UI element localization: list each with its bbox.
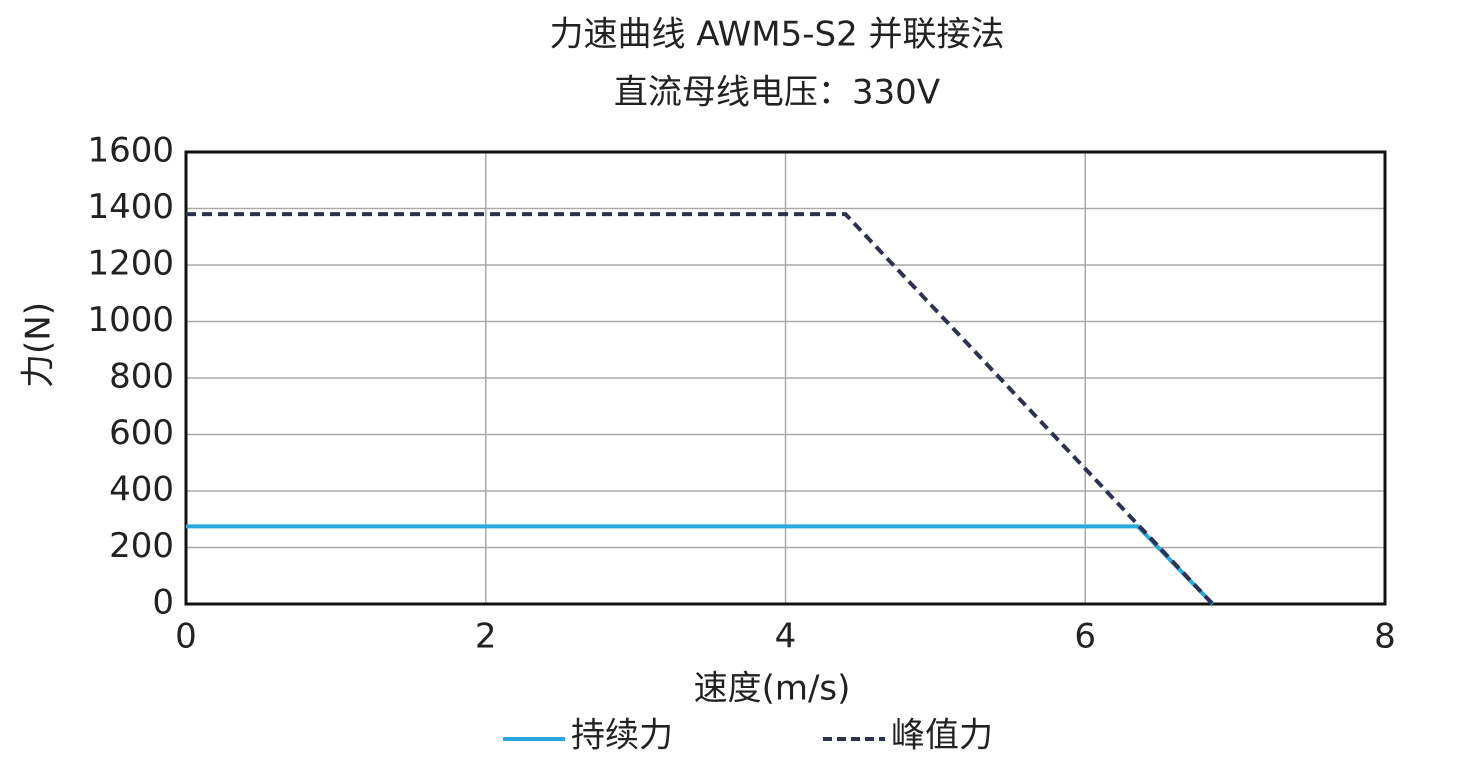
y-tick-label: 1000 [87, 300, 174, 340]
y-tick-label: 200 [109, 526, 174, 566]
series-line [186, 524, 1215, 606]
x-tick-label: 2 [475, 617, 497, 657]
chart-subtitle: 直流母线电压：330V [614, 73, 940, 113]
x-tick-label: 4 [775, 617, 797, 657]
x-tick-label: 8 [1374, 617, 1396, 657]
y-tick-label: 1600 [87, 131, 174, 171]
y-tick-label: 400 [109, 470, 174, 510]
y-tick-label: 1400 [87, 187, 174, 227]
legend-label: 持续力 [571, 716, 673, 756]
x-axis-label: 速度(m/s) [694, 669, 851, 709]
y-tick-label: 1200 [87, 244, 174, 284]
chart-title: 力速曲线 AWM5-S2 并联接法 [549, 15, 1004, 55]
series-line [186, 212, 1215, 606]
y-tick-label: 800 [109, 357, 174, 397]
x-tick-label: 0 [175, 617, 197, 657]
legend-label: 峰值力 [891, 716, 993, 756]
x-tick-label: 6 [1074, 617, 1096, 657]
y-axis-label: 力(N) [19, 302, 59, 388]
y-tick-label: 600 [109, 413, 174, 453]
plot-frame [184, 150, 1387, 606]
y-tick-label: 0 [152, 583, 174, 623]
